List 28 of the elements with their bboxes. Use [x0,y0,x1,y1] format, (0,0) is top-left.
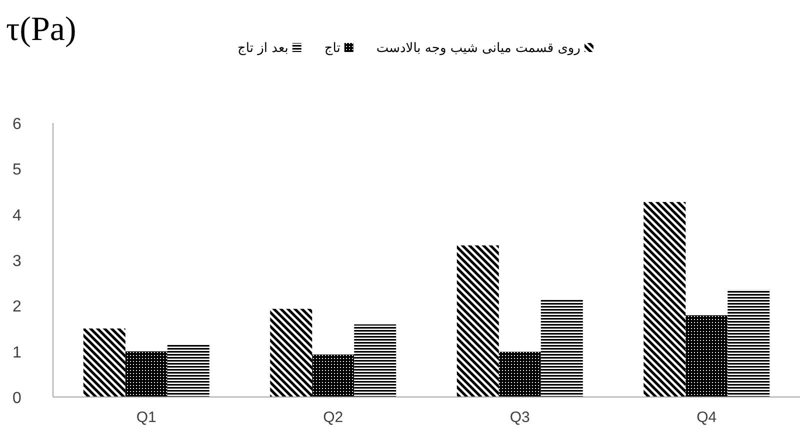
bar [540,299,583,397]
x-tick-label: Q4 [696,409,717,426]
bar [312,354,354,397]
bar [125,351,168,397]
legend-label: تاج [324,41,341,56]
legend-label: بعد از تاج [238,41,288,56]
bar [498,352,541,397]
bar [83,328,126,397]
bar [456,245,499,397]
y-tick-label: 2 [12,298,22,316]
y-tick-label: 0 [12,390,22,407]
y-tick-label: 1 [12,344,22,362]
bar [167,344,210,397]
y-tick-label: 4 [12,207,22,224]
y-axis-title: τ(Pa) [6,11,76,48]
bar [728,290,770,397]
x-tick-label: Q3 [510,409,530,426]
legend-label: روی قسمت میانی شیب وجه بالادست [376,41,580,56]
x-tick-label: Q2 [323,409,344,426]
bar [354,324,396,397]
y-tick-label: 5 [12,162,22,179]
bar [686,315,728,397]
bar [270,308,312,397]
y-tick-label: 6 [12,116,22,133]
y-tick-label: 3 [12,253,22,270]
x-tick-label: Q1 [136,409,156,426]
legend: روی قسمت میانی شیب وجه بالادست تاج بعد از تاج [238,41,594,56]
bar [644,202,686,397]
